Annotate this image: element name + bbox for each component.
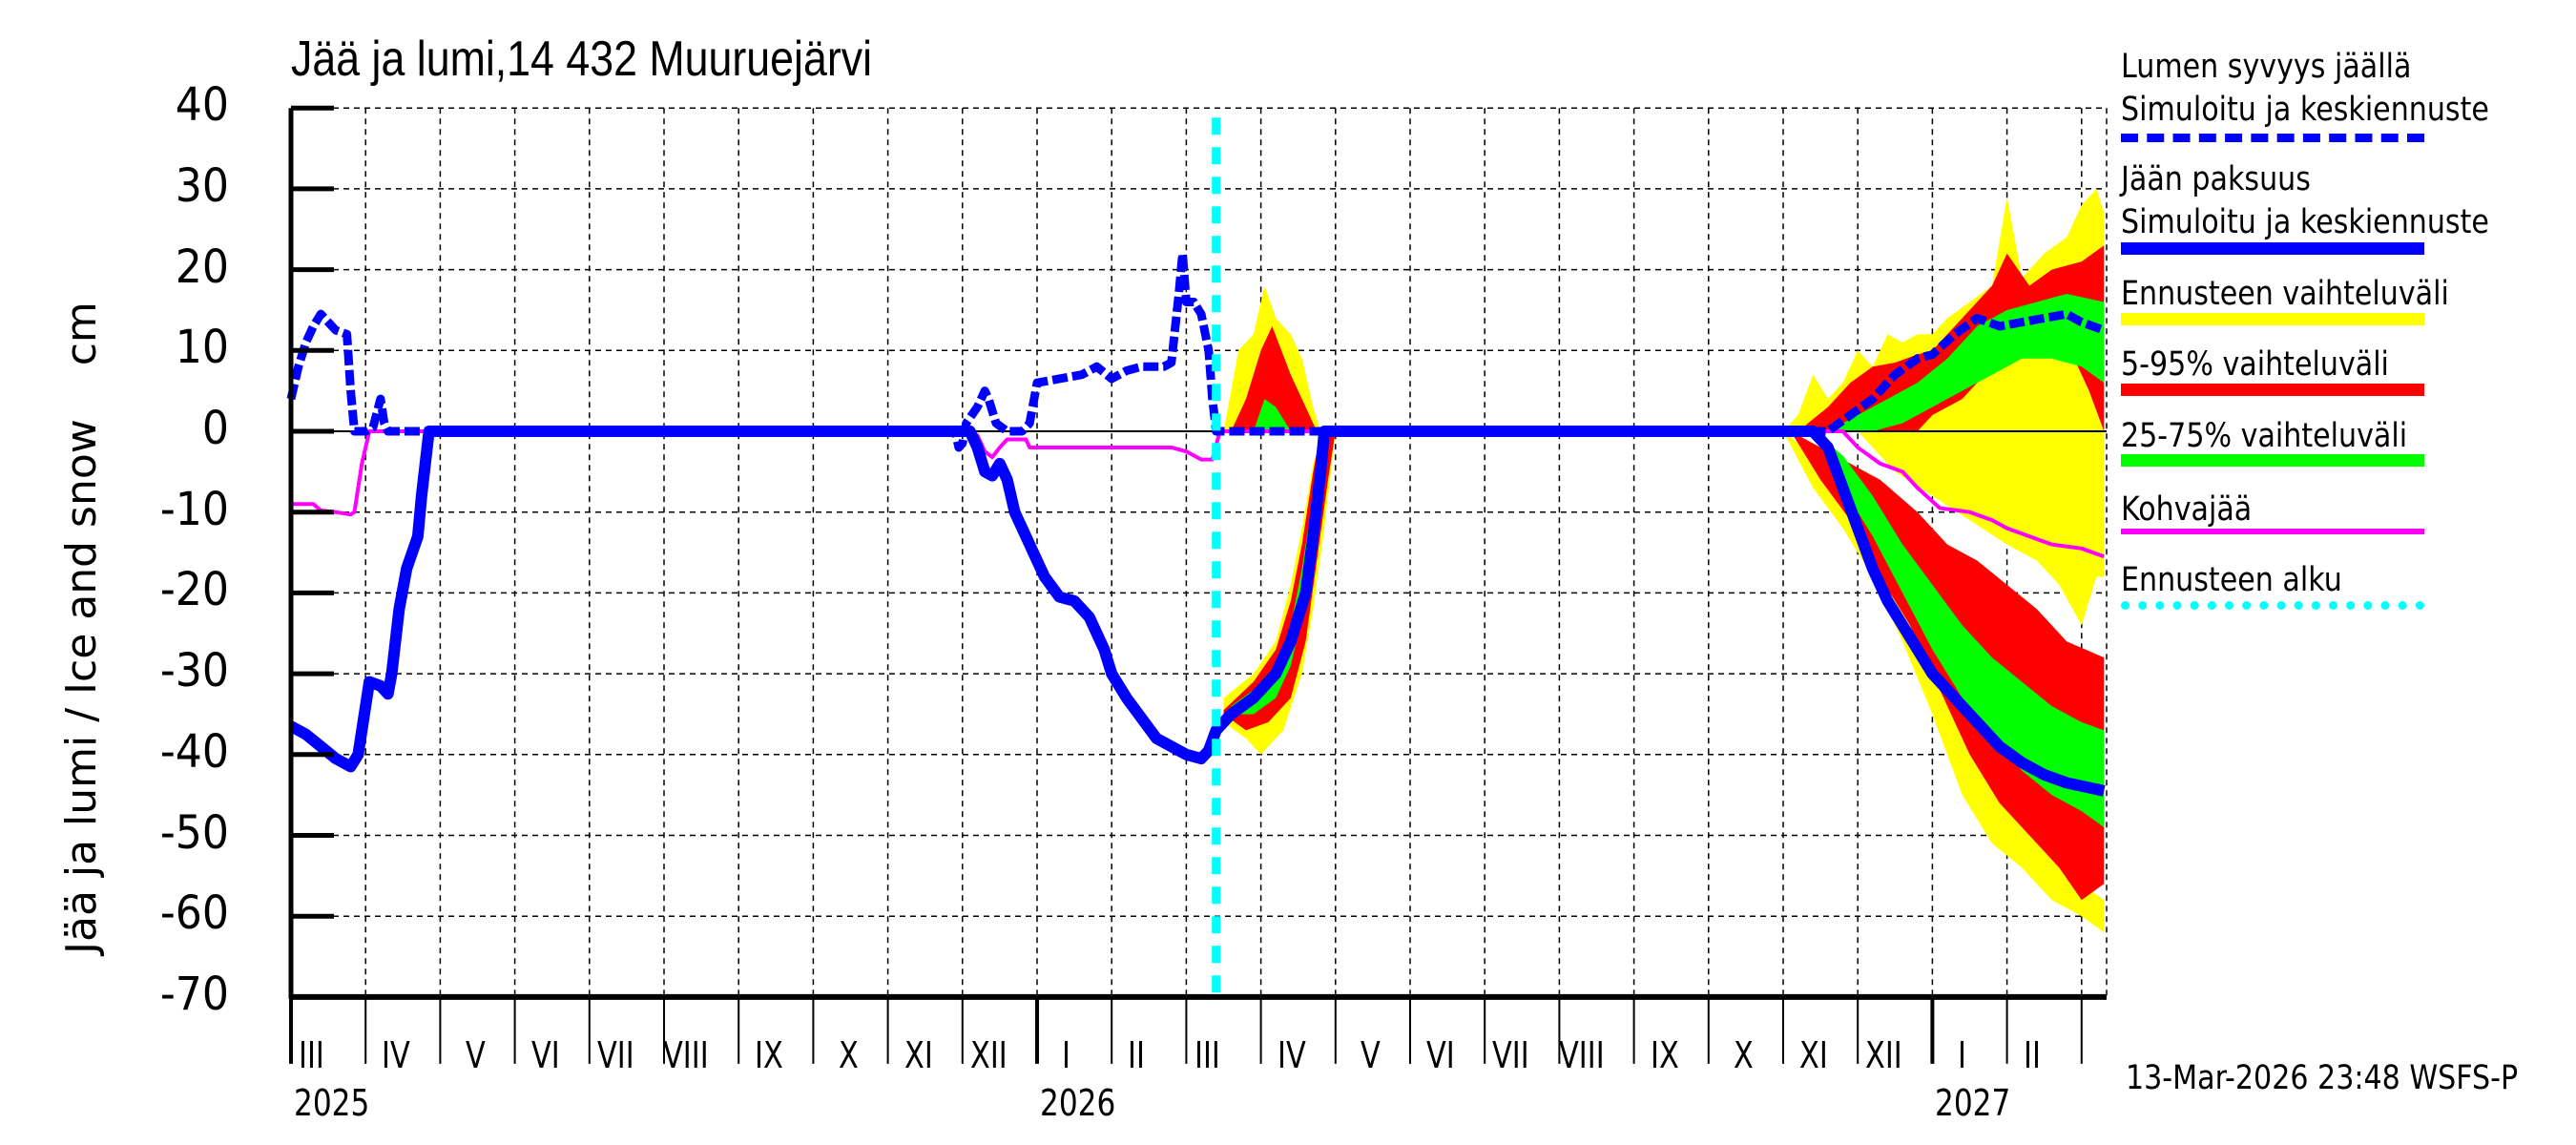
- y-tick-label: -10: [159, 482, 229, 536]
- y-axis-label: Jää ja lumi / Ice and snow cm: [57, 302, 106, 954]
- month-label: II: [2023, 1034, 2041, 1076]
- chart-title: Jää ja lumi,14 432 Muuruejärvi: [291, 31, 873, 87]
- plot-axes: [288, 105, 2108, 1064]
- y-tick-label: 40: [175, 78, 229, 133]
- month-label: III: [1194, 1034, 1220, 1076]
- legend-ice-subtitle: Simuloitu ja keskiennuste: [2121, 203, 2489, 241]
- legend-forecast-swatch: [2121, 601, 2424, 610]
- y-tick-label: -50: [159, 805, 229, 860]
- grid-lines: [291, 107, 2107, 998]
- year-label: 2025: [294, 1082, 370, 1124]
- legend-ice-swatch: [2121, 242, 2424, 255]
- month-label: XII: [1865, 1034, 1903, 1076]
- data-series: [286, 249, 2106, 797]
- month-label: I: [1957, 1034, 1966, 1076]
- band-25-75-vaihteluv-li: [1813, 431, 2105, 828]
- month-label: IV: [1277, 1034, 1306, 1076]
- series-ice-thickness: [288, 426, 2106, 797]
- year-label: 2027: [1935, 1082, 2011, 1124]
- month-label: VIII: [663, 1034, 709, 1076]
- month-label: VI: [530, 1034, 560, 1076]
- y-tick-label: -40: [159, 724, 229, 779]
- footer-timestamp: 13-Mar-2026 23:48 WSFS-P: [2126, 1059, 2519, 1097]
- month-label: II: [1128, 1034, 1146, 1076]
- legend-5-95-swatch: [2121, 384, 2424, 396]
- band-5-95-vaihteluv-li: [1231, 325, 1318, 431]
- month-label: XI: [904, 1034, 933, 1076]
- series-snow-depth: [286, 249, 2106, 452]
- month-label: VII: [1492, 1034, 1530, 1076]
- month-label: III: [299, 1034, 324, 1076]
- legend-25-75-title: 25-75% vaihteluväli: [2121, 417, 2408, 455]
- legend-snow-subtitle: Simuloitu ja keskiennuste: [2121, 91, 2489, 129]
- month-label: I: [1062, 1034, 1071, 1076]
- legend-25-75-swatch: [2121, 454, 2424, 467]
- y-tick-label: -70: [159, 967, 229, 1021]
- y-tick-label: 10: [175, 321, 229, 375]
- legend-slush-title: Kohvajää: [2121, 490, 2253, 529]
- legend-5-95-title: 5-95% vaihteluväli: [2121, 345, 2389, 384]
- y-tick-label: 0: [201, 402, 229, 455]
- month-label: XII: [969, 1034, 1008, 1076]
- legend-snow-title: Lumen syvyys jäällä: [2121, 48, 2412, 86]
- y-tick-label: -20: [159, 563, 229, 617]
- legend-ice-title: Jään paksuus: [2121, 160, 2311, 198]
- month-label: XI: [1799, 1034, 1828, 1076]
- legend-snow-swatch: [2121, 134, 2424, 142]
- legend-forecast-title: Ennusteen alku: [2121, 561, 2342, 599]
- month-label: VIII: [1558, 1034, 1605, 1076]
- month-label: X: [838, 1034, 859, 1076]
- month-label: X: [1733, 1034, 1754, 1076]
- month-label: IX: [755, 1034, 784, 1076]
- series-slush-ice: [291, 429, 2105, 559]
- month-label: VI: [1426, 1034, 1455, 1076]
- month-label: IX: [1650, 1034, 1679, 1076]
- y-tick-label: 30: [175, 158, 229, 213]
- month-label: IV: [382, 1034, 411, 1076]
- year-label: 2026: [1040, 1082, 1116, 1124]
- legend-range-swatch: [2121, 313, 2424, 325]
- y-tick-label: -60: [159, 886, 229, 941]
- month-label: VII: [596, 1034, 634, 1076]
- legend-range-title: Ennusteen vaihteluväli: [2121, 275, 2449, 313]
- y-tick-label: 20: [175, 239, 229, 294]
- legend-slush-swatch: [2121, 529, 2424, 534]
- month-label: V: [465, 1034, 486, 1076]
- band-25-75-vaihteluv-li: [1827, 294, 2105, 431]
- y-tick-label: -30: [159, 644, 229, 698]
- month-label: V: [1360, 1034, 1381, 1076]
- forecast-bands: [1223, 188, 2105, 933]
- band-25-75-vaihteluv-li: [1253, 399, 1291, 431]
